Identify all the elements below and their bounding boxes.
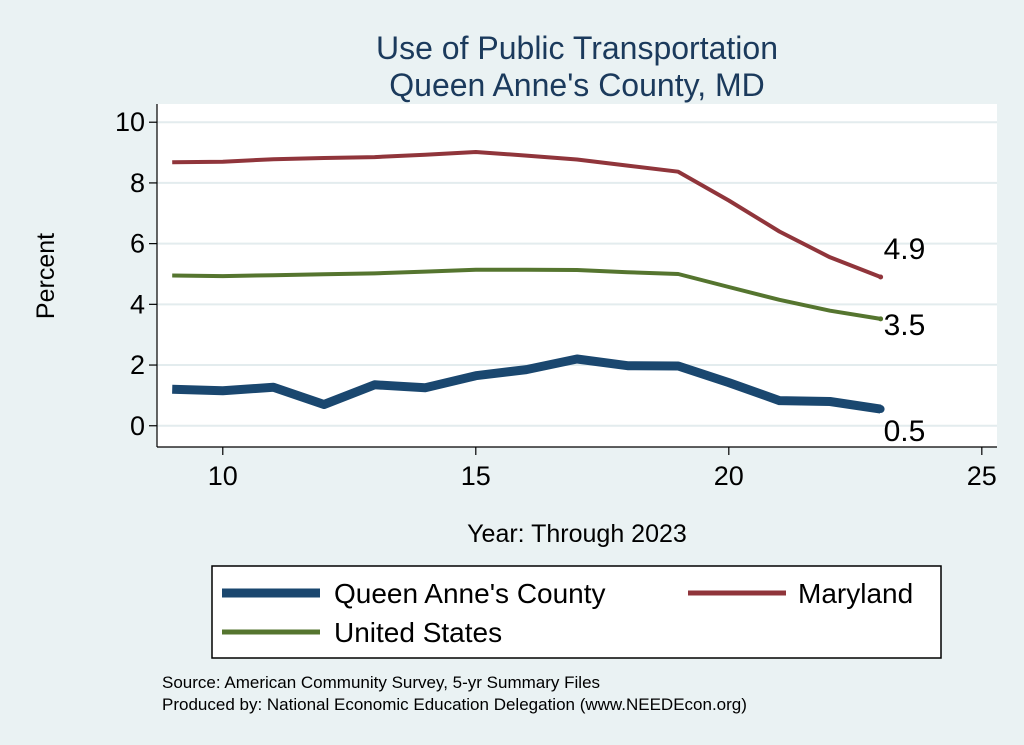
legend: Queen Anne's County Maryland United States xyxy=(222,578,913,648)
end-labels: 0.5 4.9 3.5 xyxy=(884,233,926,448)
x-tick-label: 25 xyxy=(967,461,997,491)
series-line-queen-anne-s-county xyxy=(172,354,882,414)
end-label-maryland: 4.9 xyxy=(884,233,926,266)
produced-by-note: Produced by: National Economic Education… xyxy=(162,695,747,714)
legend-label-queen-anne-s-county: Queen Anne's County xyxy=(334,578,606,609)
y-tick-label: 4 xyxy=(130,289,145,319)
end-label-united-states: 3.5 xyxy=(884,309,926,342)
x-tick-label: 20 xyxy=(714,461,744,491)
series-line-united-states xyxy=(172,267,881,321)
end-label-queen-anne-s-county: 0.5 xyxy=(884,415,926,448)
end-point-queen-anne-s-county xyxy=(876,405,885,414)
y-tick-label: 0 xyxy=(130,411,145,441)
axes: 0 2 4 6 8 10 10 15 20 25 xyxy=(115,104,997,491)
legend-label-united-states: United States xyxy=(334,617,502,648)
gridlines xyxy=(157,121,997,427)
legend-label-maryland: Maryland xyxy=(798,578,913,609)
x-tick-label: 10 xyxy=(208,461,238,491)
y-tick-label: 6 xyxy=(130,229,145,259)
y-tick-label: 10 xyxy=(115,107,145,137)
y-tick-label: 2 xyxy=(130,350,145,380)
end-point-maryland xyxy=(878,274,884,280)
legend-box xyxy=(211,565,942,659)
chart-title-line-1: Use of Public Transportation xyxy=(376,30,778,66)
end-point-united-states xyxy=(878,316,884,322)
y-tick-label: 8 xyxy=(130,168,145,198)
source-note: Source: American Community Survey, 5-yr … xyxy=(162,673,600,692)
y-axis-title: Percent xyxy=(32,233,60,319)
series-lines xyxy=(172,150,885,414)
x-axis-title: Year: Through 2023 xyxy=(467,520,687,548)
x-tick-label: 15 xyxy=(461,461,491,491)
chart-title-line-2: Queen Anne's County, MD xyxy=(389,67,765,103)
series-line-maryland xyxy=(172,150,882,279)
